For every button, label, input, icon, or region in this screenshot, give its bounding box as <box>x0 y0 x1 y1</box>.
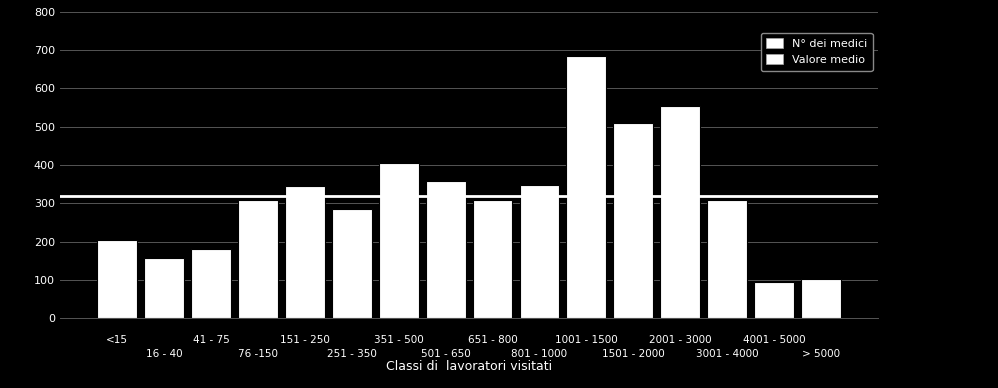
Text: 351 - 500: 351 - 500 <box>374 335 423 345</box>
Text: 1501 - 2000: 1501 - 2000 <box>602 349 665 359</box>
Bar <box>191 249 231 318</box>
Bar <box>520 185 560 318</box>
Legend: N° dei medici, Valore medio: N° dei medici, Valore medio <box>760 33 872 71</box>
Bar <box>238 200 277 318</box>
Text: 4001 - 5000: 4001 - 5000 <box>743 335 805 345</box>
Bar <box>378 163 418 318</box>
Text: 1001 - 1500: 1001 - 1500 <box>555 335 618 345</box>
Text: 151 - 250: 151 - 250 <box>279 335 329 345</box>
Text: 2001 - 3000: 2001 - 3000 <box>649 335 712 345</box>
Bar <box>754 282 794 318</box>
Text: <15: <15 <box>106 335 128 345</box>
Bar <box>661 106 701 318</box>
Text: 251 - 350: 251 - 350 <box>326 349 376 359</box>
Text: 76 -150: 76 -150 <box>238 349 277 359</box>
Bar <box>473 200 513 318</box>
Bar <box>708 200 748 318</box>
Bar <box>801 279 841 318</box>
Bar <box>331 210 371 318</box>
Bar <box>614 123 654 318</box>
Bar <box>144 258 184 318</box>
Bar <box>97 241 137 318</box>
Bar <box>425 181 465 318</box>
Bar <box>284 186 324 318</box>
Text: 501 - 650: 501 - 650 <box>421 349 470 359</box>
X-axis label: Classi di  lavoratori visitati: Classi di lavoratori visitati <box>386 360 552 373</box>
Text: 16 - 40: 16 - 40 <box>146 349 183 359</box>
Text: 3001 - 4000: 3001 - 4000 <box>696 349 758 359</box>
Text: > 5000: > 5000 <box>802 349 840 359</box>
Text: 651 - 800: 651 - 800 <box>468 335 517 345</box>
Text: 41 - 75: 41 - 75 <box>193 335 230 345</box>
Text: 801 - 1000: 801 - 1000 <box>511 349 568 359</box>
Bar <box>567 57 607 318</box>
